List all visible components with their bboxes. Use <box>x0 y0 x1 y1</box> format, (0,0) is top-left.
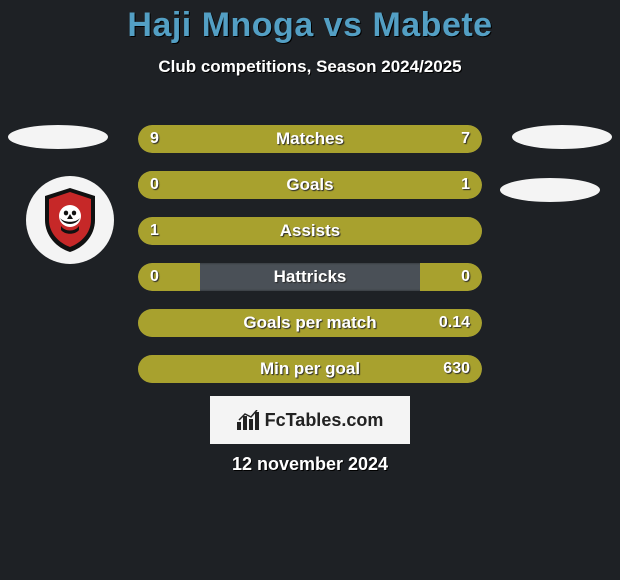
stat-row-goals: 0 Goals 1 <box>138 171 482 199</box>
page-subtitle: Club competitions, Season 2024/2025 <box>0 57 620 77</box>
shield-icon <box>41 186 99 254</box>
stat-bar-left <box>138 217 482 245</box>
footer-date: 12 november 2024 <box>0 454 620 475</box>
stat-row-hattricks: 0 Hattricks 0 <box>138 263 482 291</box>
player-right-club-placeholder <box>500 178 600 202</box>
bar-chart-icon <box>237 410 259 430</box>
stat-row-goals-per-match: Goals per match 0.14 <box>138 309 482 337</box>
stat-bar-left <box>138 125 331 153</box>
stat-bar-left <box>138 263 200 291</box>
branding-panel[interactable]: FcTables.com <box>210 396 410 444</box>
branding-text: FcTables.com <box>265 410 384 431</box>
stat-bar-right <box>420 263 482 291</box>
stat-bar-right <box>138 355 482 383</box>
stat-bar-right <box>331 125 482 153</box>
player-right-avatar-placeholder <box>512 125 612 149</box>
page-title: Haji Mnoga vs Mabete <box>0 0 620 45</box>
player-left-avatar-placeholder <box>8 125 108 149</box>
stat-bar-right <box>138 309 482 337</box>
stat-row-min-per-goal: Min per goal 630 <box>138 355 482 383</box>
comparison-bars: 9 Matches 7 0 Goals 1 1 Assists 0 Hattri… <box>138 125 482 401</box>
stat-row-matches: 9 Matches 7 <box>138 125 482 153</box>
player-left-club-badge <box>26 176 114 264</box>
stat-bar-right <box>138 171 482 199</box>
stat-row-assists: 1 Assists <box>138 217 482 245</box>
